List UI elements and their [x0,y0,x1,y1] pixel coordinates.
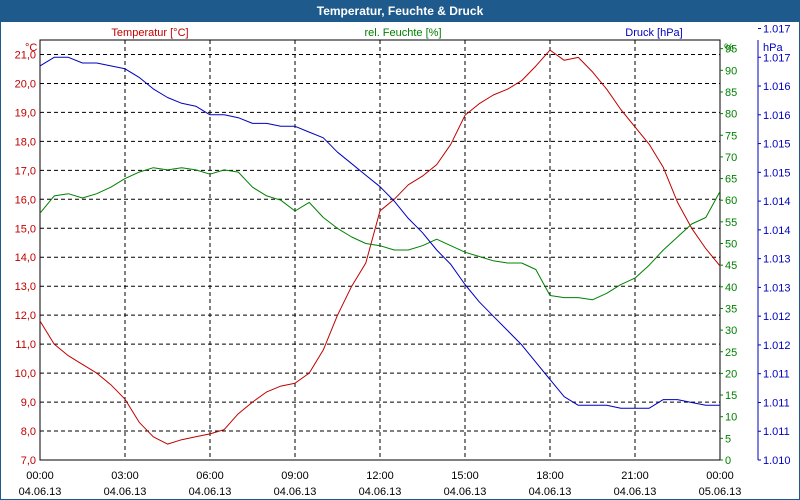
pressure-tick-label: 1.013 [763,254,791,266]
pressure-tick-label: 1.016 [763,81,791,93]
x-tick-time-label: 00:00 [706,470,734,482]
x-tick-time-label: 18:00 [536,470,564,482]
pressure-tick-label: 1.010 [763,455,791,467]
humidity-tick-label: 15 [725,390,737,402]
x-tick-time-label: 03:00 [111,470,139,482]
humidity-tick-label: 90 [725,65,737,77]
chart-title: Temperatur, Feuchte & Druck [317,4,484,18]
pressure-tick-label: 1.015 [763,139,791,151]
x-tick-time-label: 15:00 [451,470,479,482]
pressure-tick-label: 1.011 [763,369,790,381]
x-tick-date-label: 05.06.13 [699,486,742,498]
pressure-tick-label: 1.016 [763,110,791,122]
temperature-tick-label: 12,0 [15,310,36,322]
temperature-tick-label: 8,0 [21,426,36,438]
pressure-axis-label: Druck [hPa] [625,27,682,39]
temperature-axis-label: Temperatur [°C] [111,27,188,39]
humidity-tick-label: 5 [725,433,731,445]
humidity-tick-label: 30 [725,325,737,337]
pressure-axis: 1.010 1.011 1.011 1.011 1.012 1.012 1.013 1.013… [758,23,791,467]
humidity-tick-label: 50 [725,239,737,251]
temperature-axis: 7,0 8,0 9,0 10,0 11,0 12,0 13,0 14,0 15,0 16,0 17,… [15,49,36,467]
x-tick-time-label: 00:00 [26,470,54,482]
temperature-tick-label: 20,0 [15,78,36,90]
temperature-tick-label: 21,0 [15,49,36,61]
pressure-tick-label: 1.011 [763,397,790,409]
humidity-tick-label: 70 [725,152,737,164]
pressure-tick-label: 1.017 [763,23,791,35]
plot-area [39,39,721,461]
temperature-tick-label: 18,0 [15,136,36,148]
x-tick-date-label: 04.06.13 [359,486,402,498]
x-tick-date-label: 04.06.13 [529,486,572,498]
humidity-tick-label: 20 [725,368,737,380]
humidity-tick-label: 60 [725,195,737,207]
pressure-tick-label: 1.012 [763,311,791,323]
humidity-tick-label: 85 [725,87,737,99]
x-tick-time-label: 09:00 [281,470,309,482]
humidity-axis: 0 5 10 15 20 25 30 35 40 45 50 55 60 65 70 75 80 85 90 95 [720,44,737,467]
x-tick-date-label: 04.06.13 [189,486,232,498]
humidity-line [39,167,721,301]
time-axis: 00:00 04.06.13 03:00 04.06.13 06:00 04.06.13 0… [19,470,742,498]
series-layer [39,49,721,445]
x-tick-date-label: 04.06.13 [444,486,487,498]
temperature-line [39,49,721,445]
temperature-tick-label: 10,0 [15,368,36,380]
temperature-tick-label: 13,0 [15,281,36,293]
temperature-tick-label: 9,0 [21,397,36,409]
humidity-tick-label: 75 [725,130,737,142]
temperature-unit-label: °C [25,42,37,54]
humidity-tick-label: 0 [725,455,731,467]
x-tick-date-label: 04.06.13 [19,486,62,498]
temperature-tick-label: 11,0 [15,339,36,351]
pressure-tick-label: 1.011 [763,426,790,438]
pressure-tick-label: 1.015 [763,167,791,179]
humidity-tick-label: 80 [725,109,737,121]
grid [40,40,720,461]
humidity-axis-label: rel. Feuchte [%] [364,27,441,39]
temperature-tick-label: 16,0 [15,194,36,206]
title-bar [0,0,800,22]
humidity-tick-label: 55 [725,217,737,229]
humidity-tick-label: 45 [725,260,737,272]
pressure-tick-label: 1.014 [763,196,791,208]
x-tick-date-label: 04.06.13 [274,486,317,498]
humidity-tick-label: 40 [725,282,737,294]
pressure-tick-label: 1.014 [763,225,791,237]
humidity-tick-label: 65 [725,174,737,186]
x-tick-time-label: 21:00 [621,470,649,482]
pressure-tick-label: 1.013 [763,282,791,294]
x-tick-time-label: 06:00 [196,470,224,482]
humidity-tick-label: 95 [725,44,737,56]
humidity-tick-label: 35 [725,303,737,315]
x-tick-date-label: 04.06.13 [614,486,657,498]
temperature-tick-label: 14,0 [15,252,36,264]
x-tick-time-label: 12:00 [366,470,394,482]
humidity-unit-label: % [724,42,734,54]
humidity-tick-label: 10 [725,412,737,424]
temperature-tick-label: 15,0 [15,223,36,235]
humidity-tick-label: 25 [725,347,737,359]
pressure-tick-label: 1.017 [763,52,791,64]
pressure-line [39,56,720,409]
pressure-unit-label: hPa [763,42,783,54]
pressure-tick-label: 1.012 [763,340,791,352]
temperature-tick-label: 7,0 [21,455,36,467]
x-tick-date-label: 04.06.13 [104,486,147,498]
temperature-tick-label: 19,0 [15,107,36,119]
temperature-tick-label: 17,0 [15,165,36,177]
